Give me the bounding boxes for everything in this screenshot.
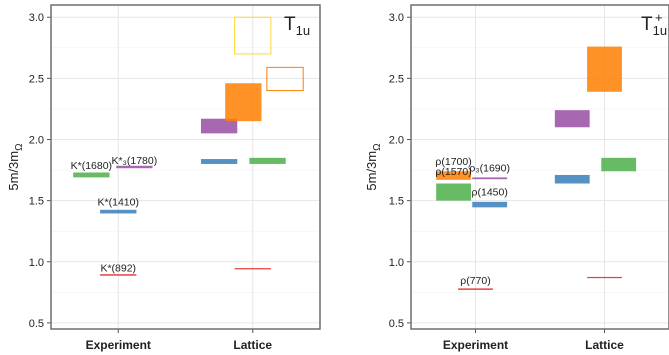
data-box-4 bbox=[472, 201, 508, 208]
y-tick-label: 2.5 bbox=[389, 73, 404, 85]
plot-border bbox=[50, 4, 321, 330]
data-box-1 bbox=[73, 172, 110, 178]
panel-title: T1u bbox=[641, 14, 667, 38]
x-category-label: Experiment bbox=[86, 338, 151, 352]
y-tick-label: 1.5 bbox=[389, 196, 404, 208]
data-box-3 bbox=[100, 209, 137, 214]
data-box-8 bbox=[225, 83, 262, 122]
data-box-7 bbox=[200, 118, 238, 134]
panel-title-superscript: + bbox=[655, 10, 663, 25]
data-box-10 bbox=[234, 16, 272, 55]
data-box-11 bbox=[234, 268, 271, 270]
data-box-4 bbox=[100, 274, 137, 276]
y-tick-label: 1.0 bbox=[389, 257, 404, 269]
chart-panel-1: 0.5 1.0 1.5 2.0 2.5 3.0 Experiment Lattice K*(16… bbox=[6, 4, 321, 352]
data-box-6 bbox=[554, 110, 590, 128]
y-tick-label: 2.0 bbox=[389, 134, 404, 146]
state-annotation: ρ(1450) bbox=[472, 187, 508, 199]
state-annotation: K*₃(1780) bbox=[112, 155, 158, 167]
state-annotation: ρ₃(1690) bbox=[469, 162, 510, 174]
state-annotation: K*(1410) bbox=[98, 197, 139, 209]
plot-area bbox=[51, 5, 320, 329]
data-box-2 bbox=[436, 171, 471, 180]
y-tick-label: 0.5 bbox=[389, 318, 404, 330]
data-box-7 bbox=[554, 174, 590, 184]
state-annotation: ρ(1570) bbox=[435, 166, 471, 178]
data-box-2 bbox=[116, 165, 153, 169]
data-box-10 bbox=[587, 276, 622, 279]
state-annotation: K*(1680) bbox=[71, 160, 112, 172]
data-box-8 bbox=[601, 157, 637, 172]
plot-border bbox=[410, 4, 669, 330]
y-tick-label: 3.0 bbox=[389, 12, 404, 24]
x-category-label: Lattice bbox=[233, 338, 272, 352]
chart-panel-2: 0.5 1.0 1.5 2.0 2.5 3.0 Experiment Lattice ρ(170… bbox=[364, 4, 669, 352]
y-tick-label: 1.5 bbox=[29, 196, 44, 208]
data-box-6 bbox=[249, 157, 286, 164]
x-category-label: Experiment bbox=[443, 338, 508, 352]
y-axis-label: 5m/3mΩ bbox=[364, 143, 383, 191]
data-box-3 bbox=[472, 177, 508, 180]
y-tick-label: 2.0 bbox=[29, 134, 44, 146]
data-box-1 bbox=[436, 183, 471, 201]
panel-title: T1u bbox=[284, 14, 310, 38]
y-tick-label: 1.0 bbox=[29, 257, 44, 269]
data-box-9 bbox=[587, 46, 622, 92]
y-tick-label: 0.5 bbox=[29, 318, 44, 330]
state-annotation: ρ(770) bbox=[460, 275, 491, 287]
state-annotation: K*(892) bbox=[100, 263, 136, 275]
data-box-9 bbox=[266, 66, 304, 92]
y-tick-label: 2.5 bbox=[29, 73, 44, 85]
data-box-5 bbox=[458, 288, 493, 290]
x-category-label: Lattice bbox=[585, 338, 624, 352]
data-box-5 bbox=[200, 159, 238, 164]
y-tick-label: 3.0 bbox=[29, 12, 44, 24]
y-axis-label: 5m/3mΩ bbox=[6, 143, 25, 191]
state-annotation: ρ(1700) bbox=[435, 156, 471, 168]
